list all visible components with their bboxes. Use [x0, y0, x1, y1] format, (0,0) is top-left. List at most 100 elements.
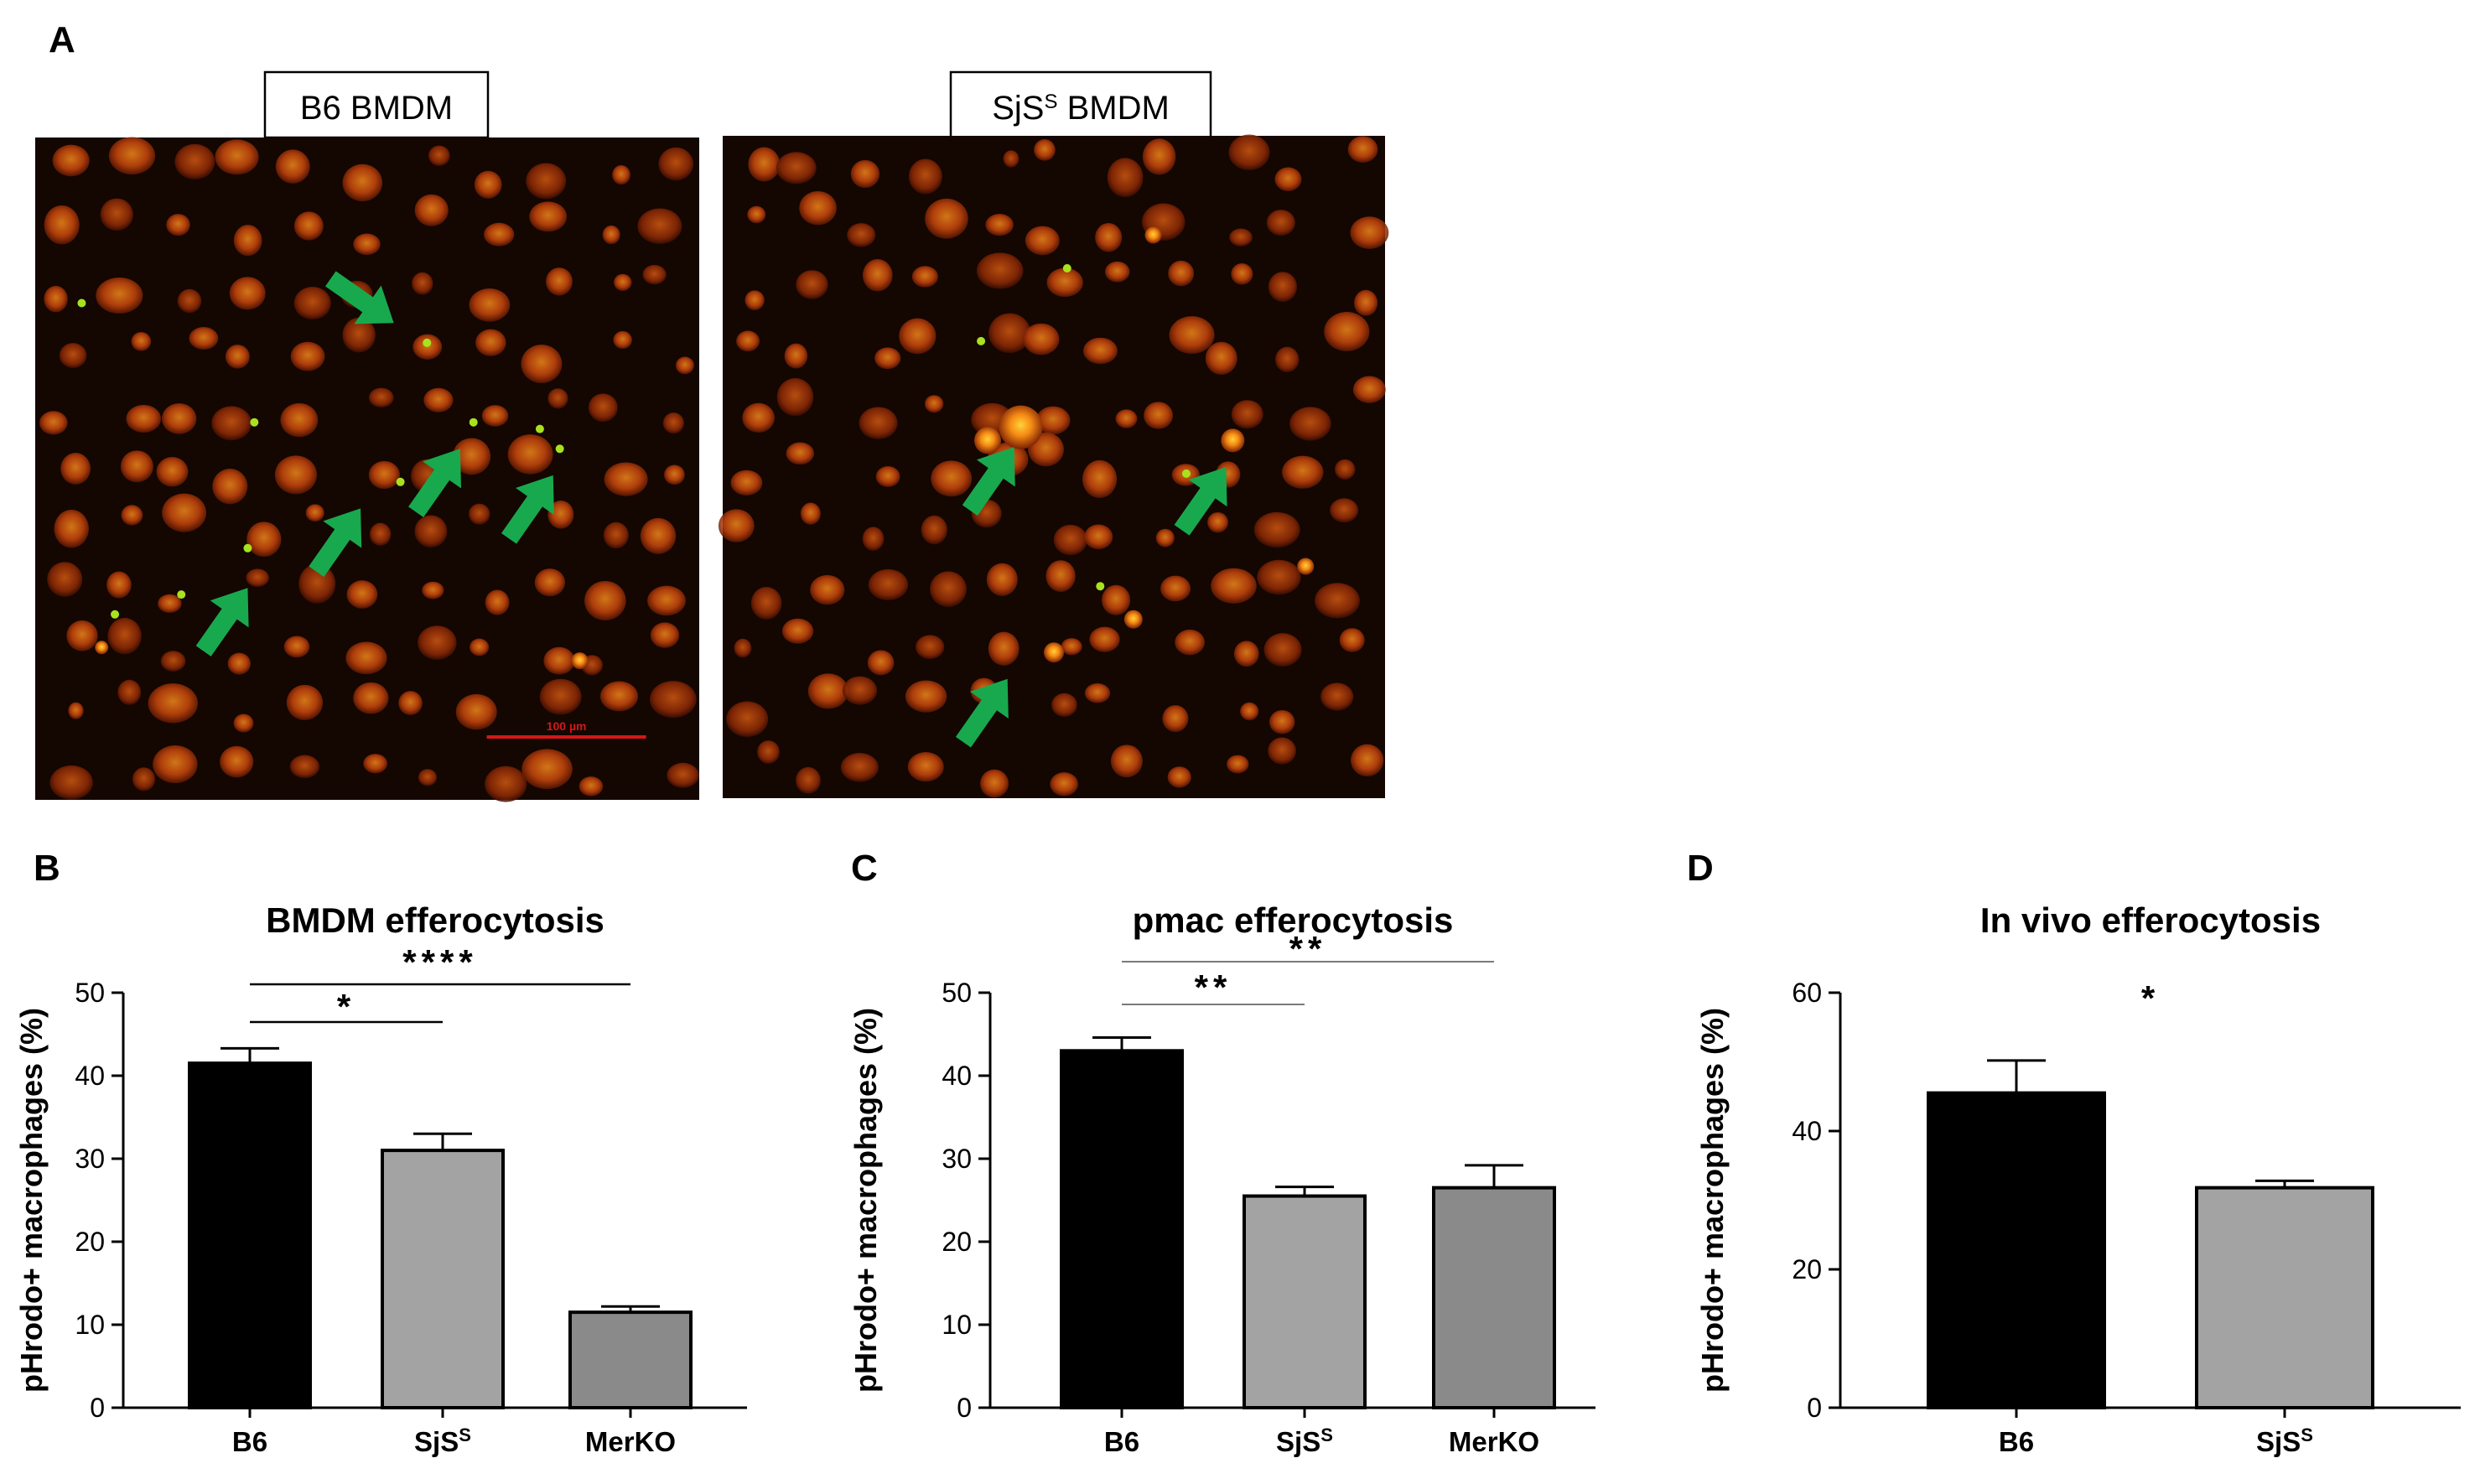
cell: [924, 395, 944, 413]
green-arrow: [955, 678, 1009, 748]
x-tick-label: SjSS: [1276, 1424, 1333, 1458]
cell: [229, 277, 266, 310]
green-arrow: [1174, 467, 1227, 536]
cell: [1144, 402, 1174, 429]
cell: [59, 343, 87, 369]
cell: [1169, 316, 1215, 354]
significance-label: ****: [402, 942, 477, 982]
cell: [862, 527, 885, 551]
cell: [1162, 705, 1189, 733]
cell: [342, 317, 376, 353]
bright-cell: [571, 652, 589, 670]
cell: [283, 636, 310, 658]
cell: [423, 387, 454, 413]
cell: [1051, 693, 1077, 718]
microscopy-image-b6: 100 µm: [35, 137, 699, 802]
cell: [1046, 267, 1083, 298]
cell: [484, 222, 515, 246]
cell: [1050, 772, 1078, 796]
cell: [1339, 628, 1365, 652]
green-arrow: [195, 588, 249, 656]
cell: [166, 214, 190, 236]
cell: [289, 755, 319, 779]
cell: [1034, 139, 1056, 161]
cell: [1089, 626, 1120, 652]
green-label-spot: [423, 338, 432, 347]
cell: [1228, 134, 1270, 171]
panel-a: A B6 BMDM SjSS BMDM 100 µm: [35, 19, 1389, 802]
cell: [867, 650, 895, 676]
cell: [1352, 376, 1386, 403]
panel-letter-b: B: [34, 848, 60, 889]
image-label-box-b6: B6 BMDM: [263, 70, 490, 139]
cell: [418, 769, 438, 786]
green-label-spot: [555, 444, 564, 454]
cell: [290, 341, 325, 371]
cell: [1257, 559, 1301, 595]
bright-cell: [95, 641, 109, 655]
cell: [1233, 641, 1259, 667]
cell: [604, 462, 648, 496]
cell: [1107, 158, 1144, 198]
chart-title: BMDM efferocytosis: [266, 900, 604, 940]
cell: [1240, 702, 1259, 721]
y-tick-label: 0: [1807, 1393, 1822, 1423]
cell: [246, 521, 282, 558]
green-label-spot: [1062, 264, 1071, 272]
green-label-spot: [1096, 582, 1105, 591]
green-label-spot: [396, 477, 405, 486]
y-tick-label: 50: [75, 978, 105, 1008]
cell: [1282, 455, 1324, 489]
bright-cell: [1297, 558, 1315, 575]
cell: [862, 259, 893, 292]
cell: [414, 515, 448, 548]
cell: [189, 327, 219, 350]
cell: [44, 205, 80, 245]
cell: [132, 767, 156, 791]
cell: [757, 740, 780, 765]
cell: [485, 589, 510, 615]
cell: [1142, 138, 1176, 175]
y-tick-label: 30: [75, 1144, 105, 1174]
y-tick-label: 20: [75, 1227, 105, 1257]
cell: [905, 680, 947, 713]
cell: [613, 330, 632, 350]
cell: [546, 267, 573, 296]
y-tick-label: 20: [1792, 1254, 1822, 1284]
cell: [174, 143, 215, 180]
cell: [1061, 638, 1082, 656]
cell: [742, 402, 775, 433]
bar-charts: B BMDM efferocytosis pHrodo+ macrophages (…: [14, 848, 2461, 1457]
cell: [1084, 682, 1111, 703]
y-tick-label: 50: [942, 978, 972, 1008]
cell: [637, 208, 682, 244]
cell: [748, 147, 781, 182]
cell: [298, 563, 336, 604]
cell: [474, 170, 502, 199]
cell: [47, 562, 83, 597]
cell: [875, 466, 900, 487]
cell: [807, 673, 848, 709]
green-arrow: [962, 447, 1015, 516]
cell: [342, 163, 383, 202]
cell: [578, 776, 604, 796]
green-label-spot: [1182, 469, 1191, 478]
cell: [1084, 524, 1113, 550]
cell: [60, 453, 91, 485]
cell: [507, 434, 553, 475]
cell: [840, 752, 879, 782]
green-arrow: [325, 271, 394, 324]
green-label-spot: [535, 424, 544, 433]
cell: [1035, 406, 1071, 435]
cell: [162, 403, 197, 434]
bar: [1243, 1194, 1367, 1410]
cell: [908, 158, 942, 195]
y-tick-label: 10: [942, 1310, 972, 1340]
cell: [667, 762, 699, 788]
cell: [158, 594, 182, 614]
cell: [612, 164, 630, 185]
y-tick-label: 20: [942, 1227, 972, 1257]
bar: [1927, 1091, 2106, 1409]
cell: [475, 329, 506, 356]
cell: [543, 646, 575, 675]
